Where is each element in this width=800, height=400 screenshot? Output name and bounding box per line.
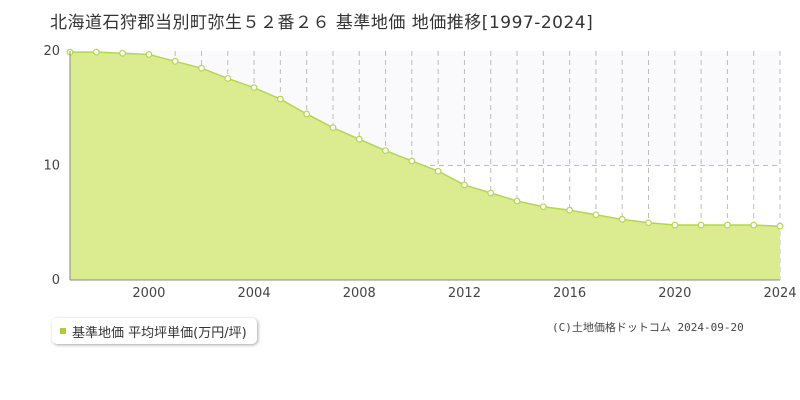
y-tick-label: 0 [52,273,60,288]
x-tick-label: 2012 [448,286,481,301]
x-tick-label: 2024 [763,286,796,301]
tick-labels: 0 10 20 2000 2004 2008 2012 2016 2020 2024 [43,44,796,301]
data-point [513,197,521,205]
data-point [355,135,363,143]
data-point [750,221,758,229]
data-point [171,57,179,65]
data-point [198,64,205,72]
data-point [329,124,337,132]
data-point [592,211,600,219]
data-point [724,221,731,229]
x-tick-label: 2000 [132,286,165,301]
data-point [382,147,389,155]
copyright-text: (C)土地価格ドットコム 2024-09-20 [552,321,744,334]
data-point [566,206,574,214]
data-point [671,221,679,229]
data-point [697,221,705,229]
x-tick-label: 2020 [658,286,691,301]
legend-swatch [60,328,66,334]
data-point [250,84,258,92]
data-point [92,48,100,56]
legend-label: 基準地価 平均坪単価(万円/坪) [72,325,247,341]
y-tick-label: 10 [43,159,60,174]
series-line [70,51,781,227]
data-point [224,75,232,82]
data-point [776,222,784,230]
x-tick-label: 2016 [553,286,586,301]
data-point [119,49,126,57]
axes [69,51,780,281]
x-tick-label: 2008 [343,286,376,301]
data-point [487,189,495,197]
data-point [408,157,416,165]
data-markers [66,48,784,230]
x-tick-label: 2004 [238,286,271,301]
data-point [276,95,284,103]
data-point [645,219,652,227]
data-point [461,181,468,189]
data-point [539,203,547,211]
data-point [145,51,153,58]
data-point [303,110,311,118]
page-title: 北海道石狩郡当別町弥生５２番２６ 基準地価 地価推移[1997-2024] [50,13,594,33]
y-tick-label: 20 [43,44,60,59]
data-point [618,215,626,223]
legend: 基準地価 平均坪単価(万円/坪) [52,318,257,344]
data-point [434,167,442,175]
